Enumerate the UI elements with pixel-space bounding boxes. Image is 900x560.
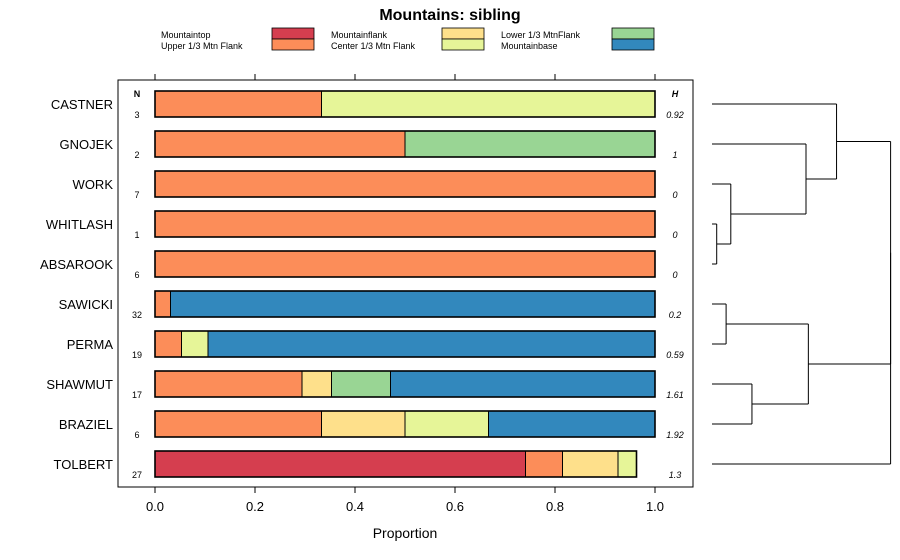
legend-swatch: [271, 38, 315, 51]
h-value: 1.61: [666, 390, 684, 400]
legend-swatch: [271, 27, 315, 40]
x-axis-top: [154, 74, 656, 80]
category-label: BRAZIEL: [59, 417, 113, 432]
category-label: SAWICKI: [59, 297, 113, 312]
bar-segment: [154, 410, 322, 438]
chart-title: Mountains: sibling: [379, 7, 520, 24]
h-value: 0: [672, 230, 677, 240]
bar-segment: [617, 450, 637, 478]
bar-outline: [154, 290, 656, 318]
bar-segment: [301, 370, 332, 398]
category-label: SHAWMUT: [46, 377, 113, 392]
bar-outline: [154, 130, 656, 158]
h-value: 0.59: [666, 350, 684, 360]
legend-swatch: [441, 38, 485, 51]
legend-label: Mountaintop: [161, 30, 211, 40]
category-label: WORK: [73, 177, 114, 192]
bar-segment: [154, 250, 656, 278]
bar-segment: [154, 210, 656, 238]
x-tick-label: 0.6: [446, 499, 464, 514]
h-value: 0.92: [666, 110, 684, 120]
bar-outline: [154, 90, 656, 118]
legend-label: Lower 1/3 MtnFlank: [501, 30, 581, 40]
category-label: WHITLASH: [46, 217, 113, 232]
n-value: 6: [134, 430, 139, 440]
bar-outline: [154, 210, 656, 238]
n-value: 2: [134, 150, 139, 160]
bars: [154, 90, 656, 478]
legend-swatch: [611, 38, 655, 51]
category-label: GNOJEK: [60, 137, 114, 152]
bar-segment: [562, 450, 619, 478]
bar-outline: [154, 410, 656, 438]
legend-label: Upper 1/3 Mtn Flank: [161, 41, 243, 51]
category-label: ABSAROOK: [40, 257, 113, 272]
bar-outline: [154, 450, 638, 478]
h-value: 0: [672, 270, 677, 280]
bar-segment: [154, 130, 406, 158]
x-axis-label: Proportion: [373, 525, 438, 541]
h-value: 1: [672, 150, 677, 160]
n-value: 7: [134, 190, 139, 200]
x-tick-label: 0.8: [546, 499, 564, 514]
x-tick-label: 0.0: [146, 499, 164, 514]
bar-segment: [154, 370, 303, 398]
category-label: PERMA: [67, 337, 114, 352]
category-label: TOLBERT: [54, 457, 114, 472]
dendrogram: [712, 103, 892, 465]
n-value: 1: [134, 230, 139, 240]
n-value: 19: [132, 350, 142, 360]
bar-segment: [207, 330, 656, 358]
bar-outline: [154, 170, 656, 198]
n-column-header: N: [134, 89, 141, 99]
bar-segment: [154, 450, 526, 478]
x-tick-label: 0.4: [346, 499, 364, 514]
bar-segment: [331, 370, 391, 398]
x-tick-label: 0.2: [246, 499, 264, 514]
bar-outline: [154, 370, 656, 398]
n-value: 3: [134, 110, 139, 120]
h-value: 0.2: [669, 310, 682, 320]
category-label: CASTNER: [51, 97, 113, 112]
h-column-header: H: [672, 89, 679, 99]
bar-segment: [170, 290, 656, 318]
legend-label: Center 1/3 Mtn Flank: [331, 41, 416, 51]
bar-segment: [154, 290, 171, 318]
x-axis-bottom: 0.0 0.2 0.4 0.6 0.8 1.0: [146, 487, 664, 514]
legend-label: Mountainbase: [501, 41, 558, 51]
legend-swatch: [611, 27, 655, 40]
n-value: 32: [132, 310, 142, 320]
h-value: 0: [672, 190, 677, 200]
bar-segment: [404, 130, 656, 158]
bar-segment: [488, 410, 656, 438]
h-value: 1.92: [666, 430, 684, 440]
n-value: 17: [132, 390, 142, 400]
row-labels: CASTNER 3 0.92 GNOJEK 2 1 WORK 7 0 WHITLASH 1 0 ABSA…: [40, 97, 684, 480]
bar-segment: [154, 90, 322, 118]
bar-outline: [154, 330, 656, 358]
bar-segment: [525, 450, 563, 478]
n-value: 6: [134, 270, 139, 280]
h-value: 1.3: [669, 470, 682, 480]
bar-segment: [154, 170, 656, 198]
bar-segment: [321, 90, 656, 118]
bar-segment: [390, 370, 656, 398]
legend-label: Mountainflank: [331, 30, 388, 40]
legend-swatch: [441, 27, 485, 40]
bar-segment: [181, 330, 209, 358]
x-tick-label: 1.0: [646, 499, 664, 514]
bar-segment: [321, 410, 406, 438]
bar-segment: [154, 330, 182, 358]
bar-segment: [404, 410, 489, 438]
bar-outline: [154, 250, 656, 278]
plot-frame: [117, 79, 694, 488]
n-value: 27: [132, 470, 142, 480]
